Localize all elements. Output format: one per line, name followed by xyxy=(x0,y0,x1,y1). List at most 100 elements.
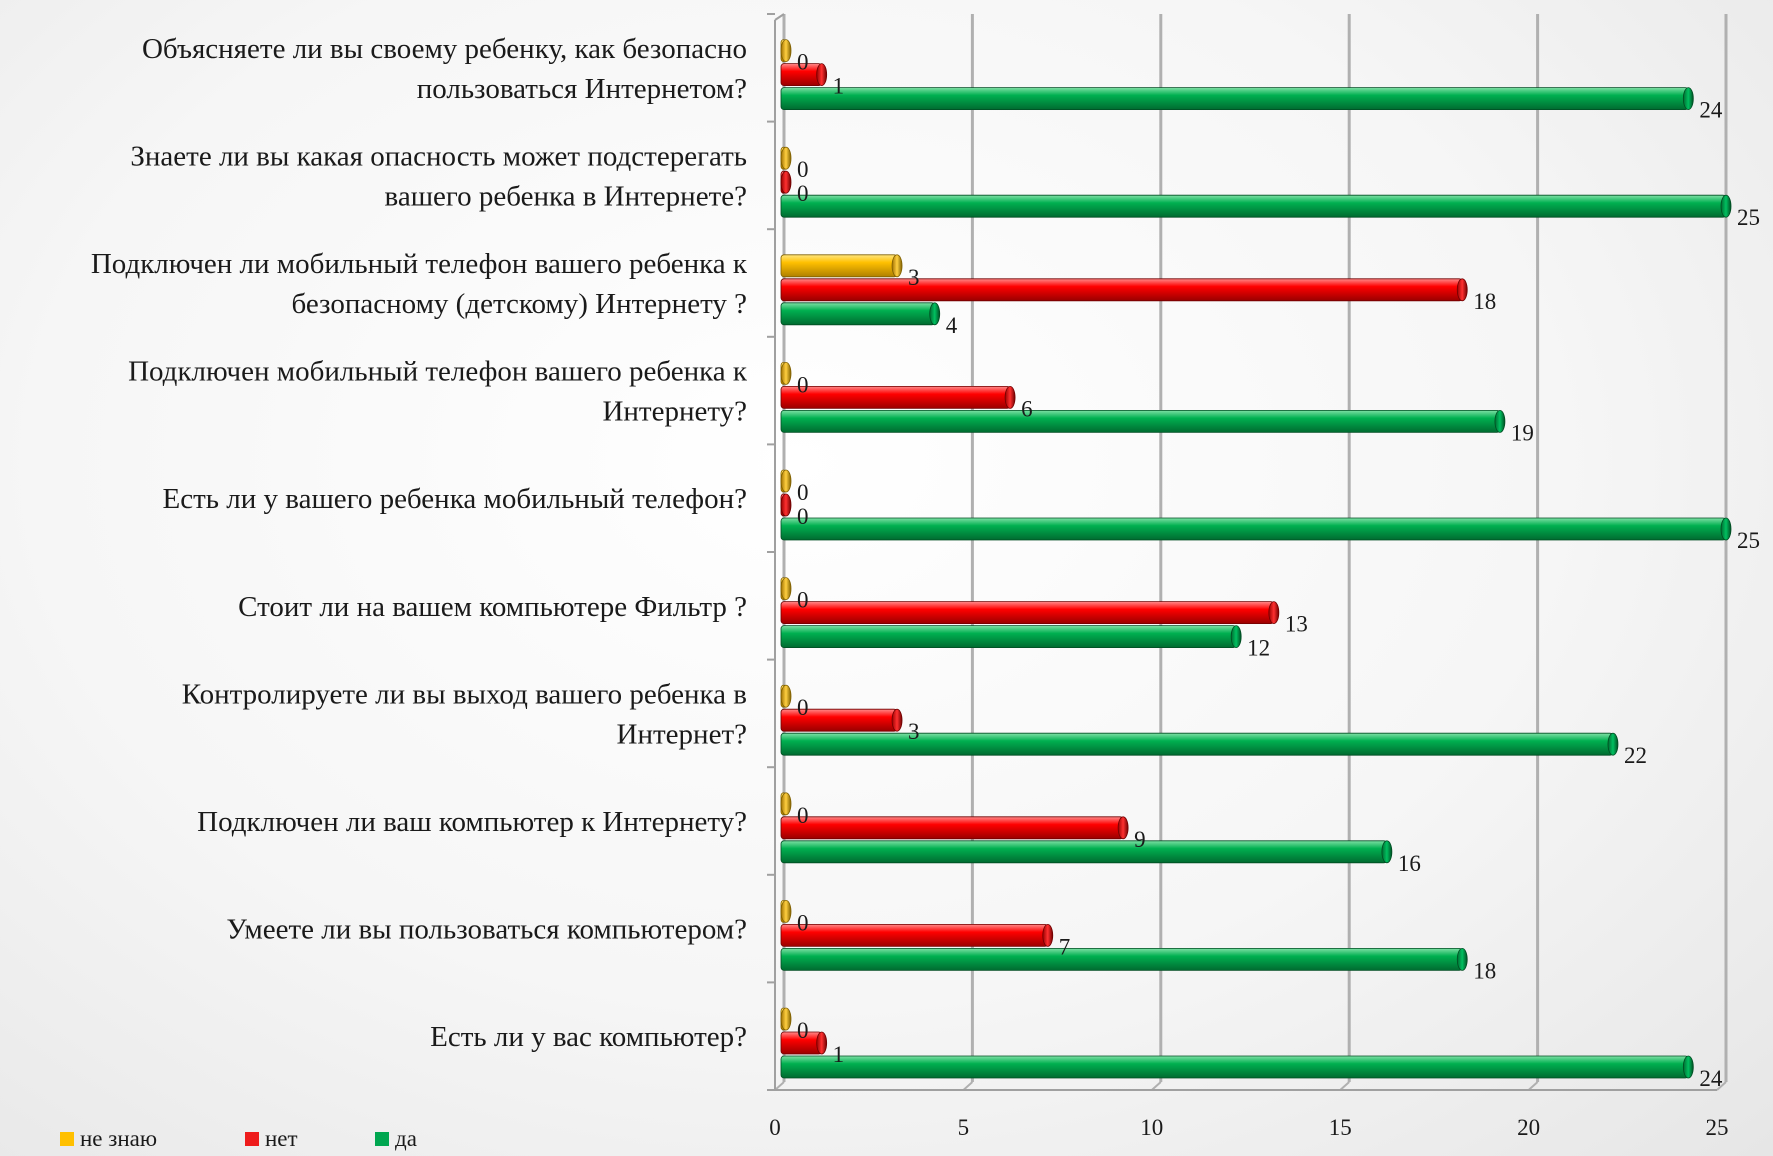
bar-cap xyxy=(780,170,792,194)
gridlines xyxy=(774,14,1728,1091)
bar-yes xyxy=(780,517,1727,541)
legend-label: нет xyxy=(265,1126,298,1151)
bar-no xyxy=(780,816,1124,840)
data-label: 0 xyxy=(797,588,809,613)
data-label: 0 xyxy=(797,372,809,397)
bars xyxy=(780,39,1732,1079)
category-label: Стоит ли на вашем компьютере Фильтр ? xyxy=(238,591,747,623)
data-label: 0 xyxy=(797,480,809,505)
bar-yes xyxy=(780,625,1237,648)
axes xyxy=(767,13,1717,1091)
bar-cap xyxy=(780,39,792,62)
category-label: Подключен мобильный телефон вашего ребен… xyxy=(128,356,748,428)
x-tick-label: 15 xyxy=(1329,1115,1352,1140)
data-label: 19 xyxy=(1511,420,1534,445)
data-label: 6 xyxy=(1021,396,1033,421)
bar-cap xyxy=(891,708,903,732)
legend-swatch-dont-know xyxy=(60,1132,74,1146)
bar-yes xyxy=(780,194,1727,218)
bar-cap xyxy=(780,792,792,816)
data-label: 0 xyxy=(797,1018,809,1043)
bar-cap xyxy=(1720,194,1732,218)
bar-no xyxy=(780,278,1463,302)
data-label: 3 xyxy=(908,265,920,290)
bar-yes xyxy=(780,948,1463,971)
category-label: Есть ли у вас компьютер? xyxy=(430,1021,747,1053)
data-label: 1 xyxy=(833,1042,845,1067)
bar-yes xyxy=(780,302,936,326)
bar-cap xyxy=(780,146,792,170)
bar-cap xyxy=(780,900,792,923)
legend-swatch-no xyxy=(245,1132,259,1146)
gridline-depth xyxy=(1527,1081,1539,1091)
category-label: Подключен ли ваш компьютер к Интернету? xyxy=(197,806,747,838)
data-label: 13 xyxy=(1285,612,1308,637)
bar-yes xyxy=(780,732,1614,756)
category-label: Умеете ли вы пользоваться компьютером? xyxy=(226,914,747,946)
bar-dont-know xyxy=(780,254,898,278)
bar-no xyxy=(780,601,1275,624)
bar-cap xyxy=(929,302,941,326)
gridline-depth xyxy=(1716,1081,1727,1091)
data-label: 18 xyxy=(1473,958,1496,983)
x-tick-label: 20 xyxy=(1517,1115,1540,1140)
gridline-depth xyxy=(1339,1081,1350,1091)
data-label: 25 xyxy=(1737,528,1760,553)
bar-no xyxy=(780,385,1011,409)
legend-label: не знаю xyxy=(80,1126,158,1151)
category-label: Объясняете ли вы своему ребенку, как без… xyxy=(142,33,747,105)
data-label: 16 xyxy=(1398,851,1421,876)
data-label: 0 xyxy=(797,157,809,182)
legend-item-yes: да xyxy=(375,1126,417,1152)
bar-cap xyxy=(1381,840,1393,864)
x-tick-label: 0 xyxy=(769,1115,781,1140)
bar-cap xyxy=(780,684,792,708)
data-label: 0 xyxy=(797,181,809,206)
bar-cap xyxy=(1117,816,1129,840)
legend-swatch-yes xyxy=(375,1132,389,1146)
bar-cap xyxy=(891,254,903,278)
x-tick-label: 25 xyxy=(1706,1115,1729,1140)
data-label: 0 xyxy=(797,504,809,529)
category-label: Есть ли у вашего ребенка мобильный телеф… xyxy=(163,483,747,515)
bar-cap xyxy=(1720,517,1732,541)
bar-cap xyxy=(816,63,828,86)
data-label: 24 xyxy=(1699,98,1723,123)
bar-cap xyxy=(1682,87,1694,110)
y-axis-depth xyxy=(774,13,785,21)
bar-cap xyxy=(780,361,792,385)
gridline-depth xyxy=(962,1081,974,1091)
bar-cap xyxy=(816,1031,828,1055)
category-label: Подключен ли мобильный телефон вашего ре… xyxy=(91,248,748,320)
data-label: 0 xyxy=(797,803,809,828)
data-label: 0 xyxy=(797,695,809,720)
category-label: Контролируете ли вы выход вашего ребенка… xyxy=(182,678,747,750)
legend-label: да xyxy=(395,1126,417,1151)
bar-yes xyxy=(780,1055,1689,1079)
bar-cap xyxy=(780,469,792,493)
bar-cap xyxy=(1456,948,1468,971)
x-tick-label: 10 xyxy=(1140,1115,1163,1140)
bar-cap xyxy=(780,493,792,517)
data-label: 4 xyxy=(946,313,958,338)
data-label: 3 xyxy=(908,719,920,744)
bar-cap xyxy=(1456,278,1468,302)
bar-cap xyxy=(780,577,792,600)
x-tick-label: 5 xyxy=(958,1115,970,1140)
bar-yes xyxy=(780,87,1689,110)
data-label: 24 xyxy=(1699,1066,1723,1091)
data-label: 12 xyxy=(1247,636,1270,661)
data-label: 9 xyxy=(1134,827,1146,852)
bar-no xyxy=(780,924,1049,947)
data-label: 25 xyxy=(1737,205,1760,230)
bar-cap xyxy=(1230,625,1242,648)
legend: не знаю нет да xyxy=(60,1126,417,1152)
category-label: Знаете ли вы какая опасность может подст… xyxy=(130,140,747,212)
labels: 0 5 10 15 20 25012407180916032201312002506193… xyxy=(91,33,1760,1140)
gridline-depth xyxy=(774,1081,785,1091)
bar-cap xyxy=(1607,732,1619,756)
bar-yes xyxy=(780,409,1501,433)
gridline-depth xyxy=(1151,1081,1162,1091)
